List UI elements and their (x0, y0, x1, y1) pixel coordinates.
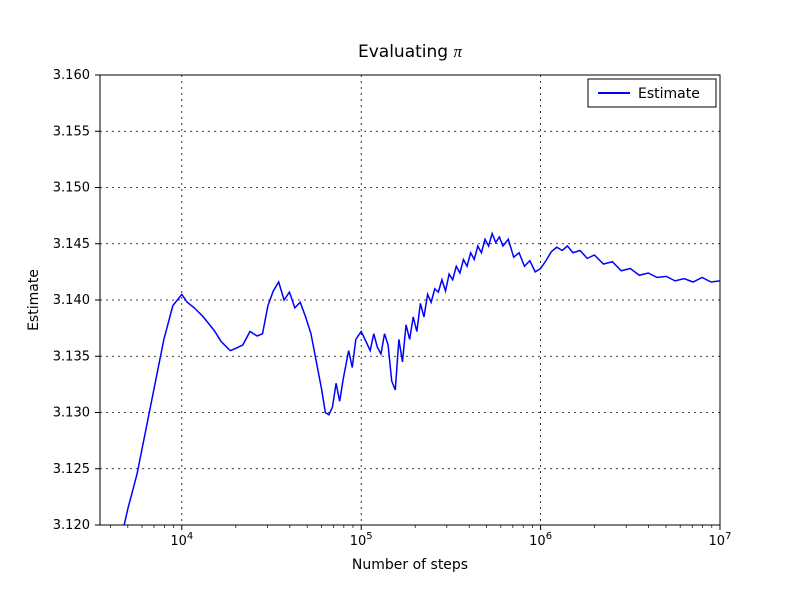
ytick-label: 3.150 (53, 181, 90, 196)
chart-title: Evaluating π (358, 42, 463, 62)
ylabel: Estimate (26, 269, 42, 331)
xlabel: Number of steps (352, 557, 468, 573)
ytick-label: 3.130 (53, 406, 90, 421)
ytick-label: 3.120 (53, 518, 90, 533)
pi-estimate-chart: 3.120 3.125 3.130 3.135 3.140 3.145 3.150 3.155… (0, 0, 800, 600)
ytick-label: 3.145 (53, 237, 90, 252)
ytick-label: 3.155 (53, 124, 90, 139)
ytick-label: 3.140 (53, 293, 90, 308)
ytick-label: 3.125 (53, 462, 90, 477)
chart-svg: 3.120 3.125 3.130 3.135 3.140 3.145 3.150 3.155… (0, 0, 800, 600)
legend-label: Estimate (638, 86, 700, 102)
ytick-label: 3.160 (53, 68, 90, 83)
ytick-label: 3.135 (53, 349, 90, 364)
